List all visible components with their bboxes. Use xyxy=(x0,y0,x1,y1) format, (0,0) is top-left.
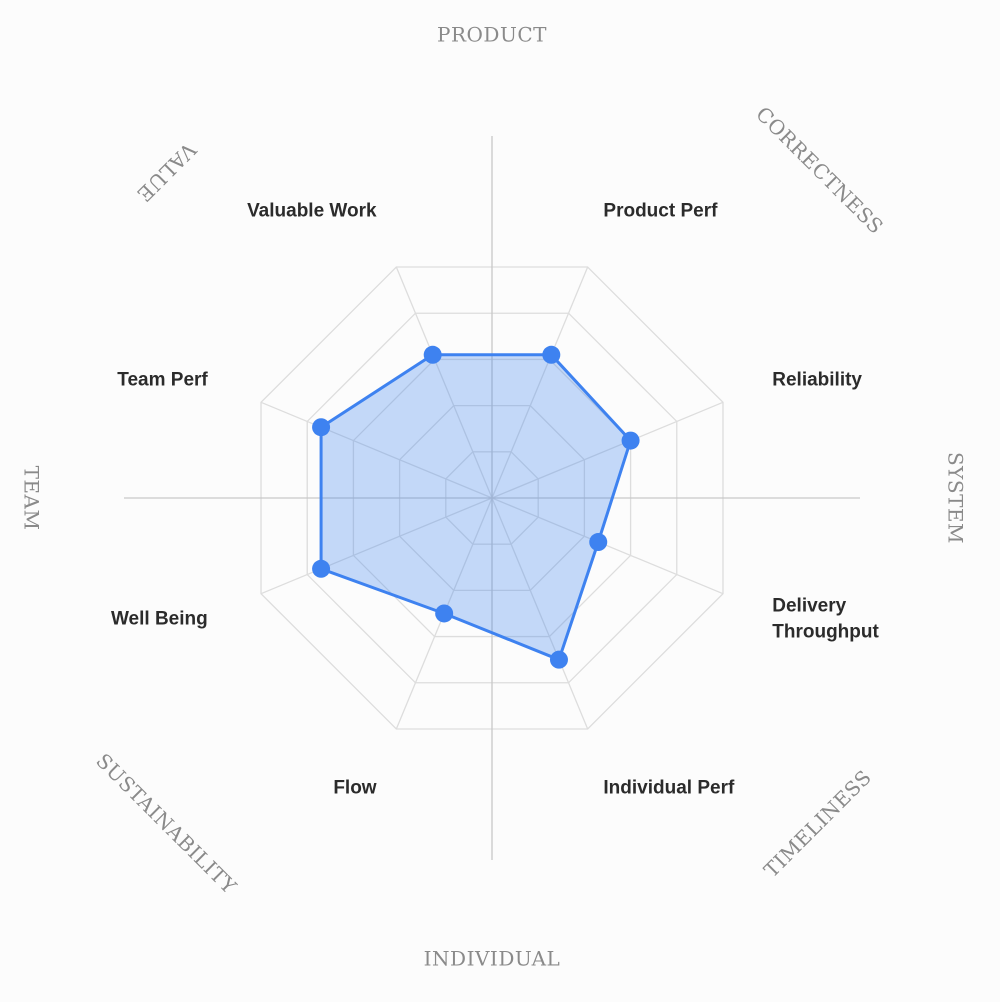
data-point-8 xyxy=(423,345,442,364)
data-point-7 xyxy=(312,418,331,437)
dimension-label: SYSTEM xyxy=(944,452,968,544)
metric-label: Individual Perf xyxy=(603,777,735,798)
spoke-8 xyxy=(395,266,493,499)
metric-label-line: Valuable Work xyxy=(247,201,377,222)
dimension-label: SUSTAINABILITY xyxy=(91,749,241,899)
data-point-5 xyxy=(435,604,454,623)
metric-label: Well Being xyxy=(111,608,208,629)
metric-label: Reliability xyxy=(772,370,862,391)
metric-label: Team Perf xyxy=(117,370,208,391)
data-point-2 xyxy=(621,431,640,450)
spoke-2 xyxy=(491,401,724,499)
dimension-label: CORRECTNESS xyxy=(751,102,888,239)
data-point-3 xyxy=(589,533,608,552)
data-point-6 xyxy=(312,559,331,578)
metric-label-line: Team Perf xyxy=(117,370,208,391)
metric-label-line: Well Being xyxy=(111,608,208,629)
metric-label-line: Delivery xyxy=(772,595,846,616)
metric-label: Delivery Throughput xyxy=(772,595,879,642)
dimension-label: TIMELINESS xyxy=(759,765,876,882)
dimension-label: VALUE xyxy=(132,137,202,207)
data-point-4 xyxy=(549,650,568,669)
radar-cross-axes xyxy=(124,136,860,860)
metric-label: Flow xyxy=(333,777,376,798)
dimension-label: TEAM xyxy=(20,466,44,531)
series-area xyxy=(319,353,633,662)
dimension-label: INDIVIDUAL xyxy=(424,947,561,971)
spoke-7 xyxy=(260,401,493,499)
spoke-3 xyxy=(491,497,724,595)
metric-label-line: Reliability xyxy=(772,370,862,391)
radar-series xyxy=(312,345,640,669)
metric-label-line: Individual Perf xyxy=(603,777,735,798)
metric-label: Valuable Work xyxy=(247,201,377,222)
spoke-4 xyxy=(491,497,589,730)
spoke-6 xyxy=(260,497,493,595)
spoke-1 xyxy=(491,266,589,499)
dimension-label: PRODUCT xyxy=(437,23,547,47)
metric-label-line: Throughput xyxy=(772,621,879,642)
metric-label-line: Product Perf xyxy=(603,201,718,222)
metric-label: Product Perf xyxy=(603,201,718,222)
data-point-1 xyxy=(542,345,561,364)
radar-grid xyxy=(260,266,724,730)
metric-label-line: Flow xyxy=(333,777,376,798)
